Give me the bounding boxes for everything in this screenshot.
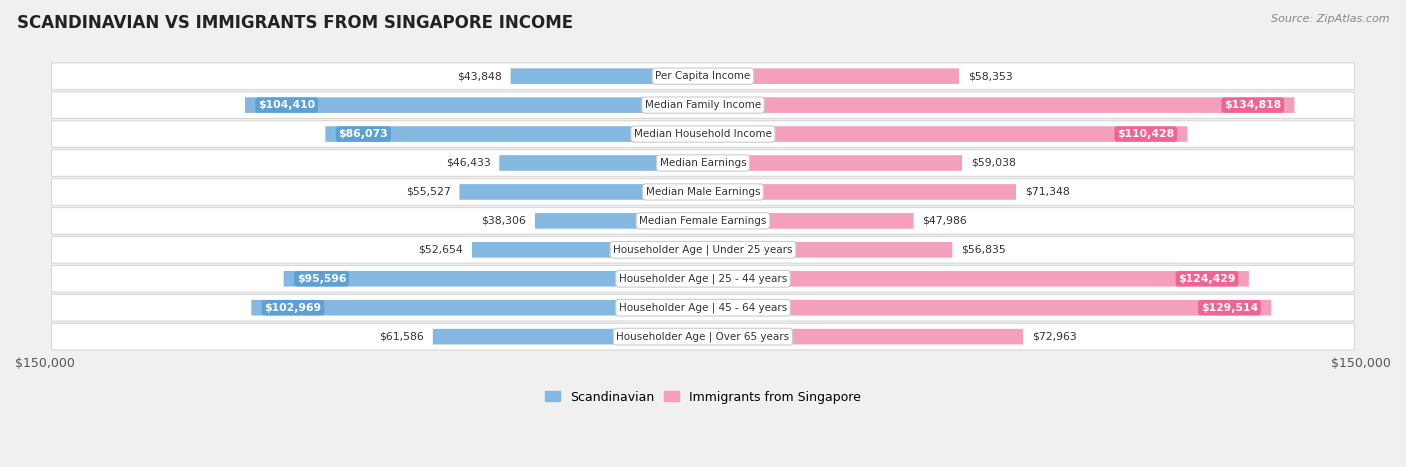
Text: $61,586: $61,586 bbox=[380, 332, 425, 342]
FancyBboxPatch shape bbox=[52, 92, 1354, 119]
Text: $55,527: $55,527 bbox=[406, 187, 451, 197]
Text: $124,429: $124,429 bbox=[1178, 274, 1236, 284]
FancyBboxPatch shape bbox=[460, 184, 703, 200]
Text: Median Female Earnings: Median Female Earnings bbox=[640, 216, 766, 226]
Text: $43,848: $43,848 bbox=[457, 71, 502, 81]
Text: $104,410: $104,410 bbox=[259, 100, 315, 110]
FancyBboxPatch shape bbox=[510, 68, 703, 84]
Text: Source: ZipAtlas.com: Source: ZipAtlas.com bbox=[1271, 14, 1389, 24]
FancyBboxPatch shape bbox=[245, 97, 703, 113]
FancyBboxPatch shape bbox=[252, 300, 703, 316]
FancyBboxPatch shape bbox=[52, 63, 1354, 90]
Text: $129,514: $129,514 bbox=[1201, 303, 1258, 313]
FancyBboxPatch shape bbox=[52, 323, 1354, 350]
FancyBboxPatch shape bbox=[52, 178, 1354, 205]
Text: $86,073: $86,073 bbox=[339, 129, 388, 139]
FancyBboxPatch shape bbox=[703, 155, 962, 171]
FancyBboxPatch shape bbox=[703, 68, 959, 84]
Text: Householder Age | Under 25 years: Householder Age | Under 25 years bbox=[613, 245, 793, 255]
FancyBboxPatch shape bbox=[534, 213, 703, 229]
FancyBboxPatch shape bbox=[52, 207, 1354, 234]
Legend: Scandinavian, Immigrants from Singapore: Scandinavian, Immigrants from Singapore bbox=[540, 386, 866, 409]
Text: Median Male Earnings: Median Male Earnings bbox=[645, 187, 761, 197]
FancyBboxPatch shape bbox=[499, 155, 703, 171]
FancyBboxPatch shape bbox=[52, 294, 1354, 321]
Text: $58,353: $58,353 bbox=[967, 71, 1012, 81]
FancyBboxPatch shape bbox=[703, 213, 914, 229]
Text: $95,596: $95,596 bbox=[297, 274, 346, 284]
Text: $102,969: $102,969 bbox=[264, 303, 322, 313]
FancyBboxPatch shape bbox=[433, 329, 703, 345]
Text: $47,986: $47,986 bbox=[922, 216, 967, 226]
FancyBboxPatch shape bbox=[325, 126, 703, 142]
Text: $56,835: $56,835 bbox=[962, 245, 1005, 255]
FancyBboxPatch shape bbox=[703, 300, 1271, 316]
Text: $134,818: $134,818 bbox=[1225, 100, 1281, 110]
FancyBboxPatch shape bbox=[703, 126, 1188, 142]
FancyBboxPatch shape bbox=[703, 184, 1017, 200]
FancyBboxPatch shape bbox=[52, 121, 1354, 148]
Text: $46,433: $46,433 bbox=[446, 158, 491, 168]
Text: $72,963: $72,963 bbox=[1032, 332, 1077, 342]
Text: $59,038: $59,038 bbox=[970, 158, 1015, 168]
Text: $38,306: $38,306 bbox=[481, 216, 526, 226]
Text: Median Household Income: Median Household Income bbox=[634, 129, 772, 139]
FancyBboxPatch shape bbox=[703, 271, 1249, 287]
Text: Householder Age | 25 - 44 years: Householder Age | 25 - 44 years bbox=[619, 274, 787, 284]
Text: $52,654: $52,654 bbox=[419, 245, 463, 255]
Text: Householder Age | 45 - 64 years: Householder Age | 45 - 64 years bbox=[619, 303, 787, 313]
FancyBboxPatch shape bbox=[284, 271, 703, 287]
Text: Per Capita Income: Per Capita Income bbox=[655, 71, 751, 81]
FancyBboxPatch shape bbox=[703, 97, 1295, 113]
Text: SCANDINAVIAN VS IMMIGRANTS FROM SINGAPORE INCOME: SCANDINAVIAN VS IMMIGRANTS FROM SINGAPOR… bbox=[17, 14, 574, 32]
Text: Householder Age | Over 65 years: Householder Age | Over 65 years bbox=[616, 332, 790, 342]
Text: Median Earnings: Median Earnings bbox=[659, 158, 747, 168]
Text: $110,428: $110,428 bbox=[1118, 129, 1174, 139]
FancyBboxPatch shape bbox=[472, 242, 703, 258]
FancyBboxPatch shape bbox=[703, 329, 1024, 345]
FancyBboxPatch shape bbox=[52, 150, 1354, 177]
Text: $71,348: $71,348 bbox=[1025, 187, 1070, 197]
FancyBboxPatch shape bbox=[703, 242, 952, 258]
FancyBboxPatch shape bbox=[52, 265, 1354, 292]
FancyBboxPatch shape bbox=[52, 236, 1354, 263]
Text: Median Family Income: Median Family Income bbox=[645, 100, 761, 110]
